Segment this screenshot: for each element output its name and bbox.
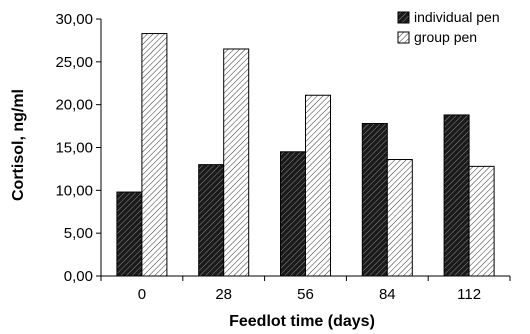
y-tick-label: 20,00 — [55, 97, 93, 114]
x-tick-label: 112 — [457, 286, 481, 303]
bar-group-pen — [468, 165, 495, 277]
y-axis-ticks: 0,00 5,00 10,00 15,00 20,00 25,00 30,00 — [55, 11, 101, 285]
legend-swatch — [397, 11, 410, 24]
bar-individual-pen — [280, 151, 306, 277]
y-axis-title: Cortisol, ng/ml — [10, 89, 27, 201]
bars-group — [116, 33, 495, 277]
y-tick-label: 10,00 — [55, 182, 93, 199]
x-axis-title: Feedlot time (days) — [229, 313, 375, 330]
bar-group-pen — [223, 48, 250, 277]
legend: individual pen group pen — [397, 9, 500, 45]
legend-label: individual pen — [414, 9, 500, 25]
x-tick-label: 56 — [297, 286, 314, 303]
y-tick-label: 0,00 — [64, 268, 93, 285]
bar-individual-pen — [443, 114, 470, 277]
bar-individual-pen — [198, 164, 225, 277]
bar-individual-pen — [361, 123, 388, 277]
bar-group-pen — [141, 33, 168, 277]
legend-label: group pen — [414, 29, 477, 45]
bar-group-pen — [305, 94, 331, 277]
y-tick-label: 15,00 — [55, 140, 93, 157]
x-tick-label: 0 — [138, 286, 146, 303]
legend-swatch — [397, 31, 410, 44]
y-tick-label: 5,00 — [64, 225, 93, 242]
bar-individual-pen — [116, 191, 143, 277]
y-tick-label: 25,00 — [55, 54, 93, 71]
y-tick-label: 30,00 — [55, 11, 93, 28]
x-axis-ticks: 0 28 56 84 112 — [100, 276, 511, 303]
bar-group-pen — [386, 158, 413, 277]
x-tick-label: 28 — [215, 286, 232, 303]
x-tick-label: 84 — [379, 286, 396, 303]
